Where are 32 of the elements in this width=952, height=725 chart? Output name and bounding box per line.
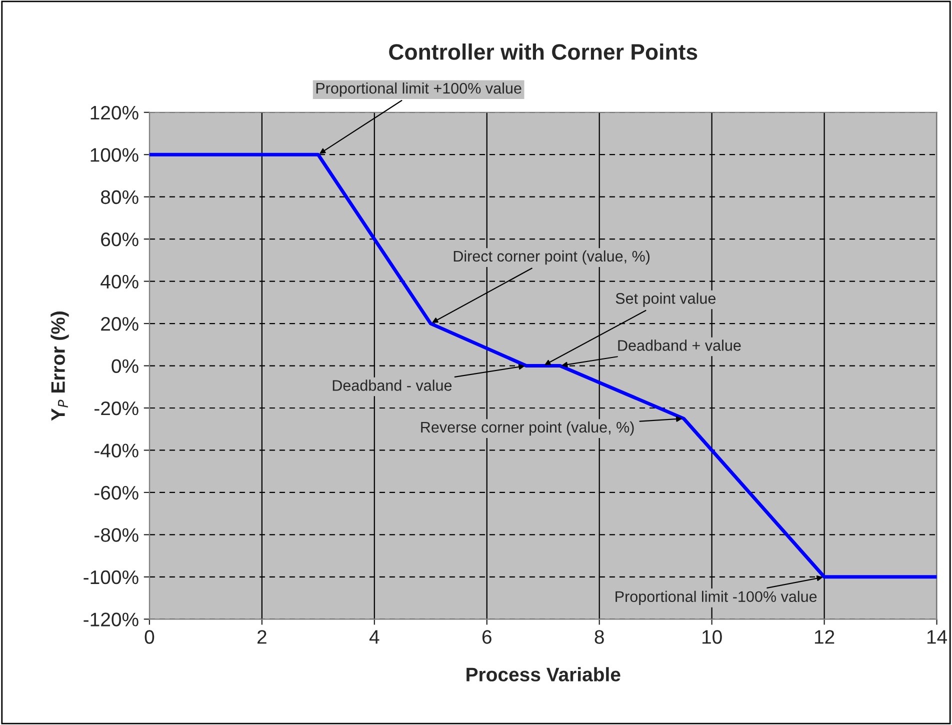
annotation: Deadband - value bbox=[332, 380, 452, 391]
annotation: Set point value bbox=[616, 292, 716, 307]
annotation: Direct corner point (value, %) bbox=[454, 250, 650, 265]
y-tick-label: 40% bbox=[100, 274, 138, 289]
x-tick-label: 2 bbox=[258, 630, 266, 644]
annotation: Reverse corner point (value, %) bbox=[421, 421, 634, 436]
x-tick-label: 6 bbox=[482, 630, 492, 644]
y-tick-label: -40% bbox=[94, 444, 138, 458]
x-tick-label: 0 bbox=[144, 630, 154, 644]
y-tick-label: 80% bbox=[100, 190, 138, 204]
y-tick-label: 20% bbox=[101, 317, 138, 331]
x-tick-label: 14 bbox=[927, 630, 948, 644]
y-tick-label: -120% bbox=[84, 612, 138, 626]
x-tick-label: 4 bbox=[369, 630, 380, 644]
chart-title: Controller with Corner Points bbox=[389, 43, 698, 60]
x-axis-title: Process Variable bbox=[466, 667, 620, 682]
y-tick-label: 100% bbox=[90, 148, 138, 162]
annotation: Deadband + value bbox=[618, 340, 741, 351]
y-tick-label: -60% bbox=[94, 486, 138, 500]
y-tick-label: 120% bbox=[90, 106, 138, 120]
y-axis-title: Y$_{P}$ Error (%) bbox=[50, 312, 69, 421]
y-tick-label: -20% bbox=[94, 401, 138, 416]
annotation: Proportional limit +100% value bbox=[316, 82, 522, 97]
y-tick-label: -80% bbox=[94, 528, 138, 542]
y-tick-label: 60% bbox=[101, 232, 138, 246]
annotation: Proportional limit -100% value bbox=[616, 590, 817, 606]
x-tick-label: 8 bbox=[594, 630, 604, 644]
y-tick-label: 0% bbox=[112, 359, 138, 373]
x-tick-label: 12 bbox=[814, 630, 834, 644]
line-series bbox=[149, 152, 937, 579]
y-tick-label: -100% bbox=[84, 570, 138, 584]
x-tick-label: 10 bbox=[702, 630, 722, 644]
